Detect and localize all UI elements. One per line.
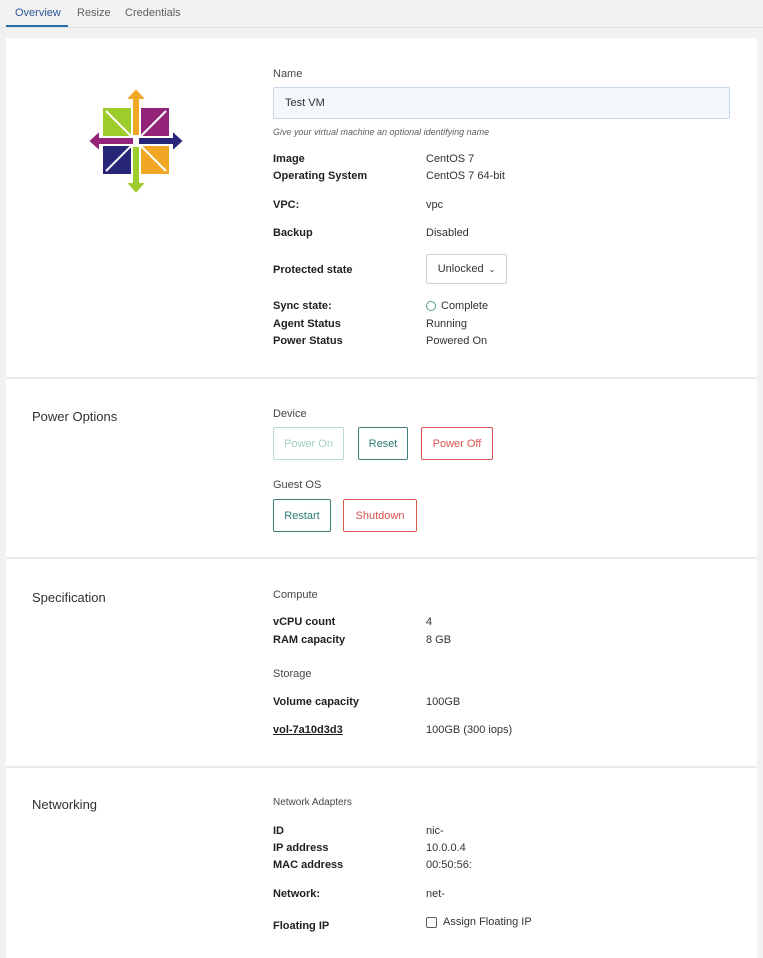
vpc-value: vpc bbox=[426, 199, 444, 211]
mac-address-value: 00:50:56: bbox=[426, 859, 472, 871]
nic-id-value: nic- bbox=[426, 825, 444, 837]
network-value: net- bbox=[426, 888, 445, 900]
name-label: Name bbox=[273, 68, 303, 80]
ip-address-label: IP address bbox=[273, 842, 329, 854]
divider bbox=[6, 377, 757, 379]
network-label: Network: bbox=[273, 888, 321, 900]
checkbox-icon[interactable] bbox=[426, 916, 437, 928]
name-hint: Give your virtual machine an optional id… bbox=[273, 127, 490, 137]
nic-id-label: ID bbox=[273, 825, 284, 837]
guest-os-label: Guest OS bbox=[273, 479, 322, 491]
assign-floating-ip-label: Assign Floating IP bbox=[443, 916, 532, 928]
power-off-button[interactable]: Power Off bbox=[421, 427, 493, 460]
networking-title: Networking bbox=[32, 797, 98, 812]
sync-state-value: Complete bbox=[441, 300, 489, 312]
backup-value: Disabled bbox=[426, 227, 469, 239]
image-value: CentOS 7 bbox=[426, 153, 475, 165]
tab-resize[interactable]: Resize bbox=[77, 7, 111, 19]
ram-value: 8 GB bbox=[426, 634, 452, 646]
volume-value: 100GB (300 iops) bbox=[426, 724, 513, 736]
shutdown-button[interactable]: Shutdown bbox=[343, 499, 417, 532]
agent-status-label: Agent Status bbox=[273, 318, 341, 330]
network-adapters-label: Network Adapters bbox=[273, 797, 352, 808]
ip-address-value: 10.0.0.4 bbox=[426, 842, 466, 854]
specification-title: Specification bbox=[32, 590, 106, 605]
chevron-down-icon: ⌄ bbox=[488, 264, 496, 274]
vcpu-value: 4 bbox=[426, 616, 433, 628]
tab-overview[interactable]: Overview bbox=[15, 7, 61, 19]
storage-label: Storage bbox=[273, 668, 312, 680]
active-tab-indicator bbox=[6, 25, 68, 27]
agent-status-value: Running bbox=[426, 318, 467, 330]
power-status-value: Powered On bbox=[426, 335, 488, 347]
reset-button[interactable]: Reset bbox=[358, 427, 408, 460]
tab-bar: Overview Resize Credentials bbox=[0, 0, 763, 28]
centos-logo bbox=[88, 88, 184, 194]
power-options-title: Power Options bbox=[32, 409, 118, 424]
volume-capacity-label: Volume capacity bbox=[273, 696, 359, 708]
restart-button[interactable]: Restart bbox=[273, 499, 331, 532]
os-label: Operating System bbox=[273, 170, 368, 182]
assign-floating-ip-checkbox[interactable]: Assign Floating IP bbox=[426, 916, 532, 928]
backup-label: Backup bbox=[273, 227, 313, 239]
sync-state: Complete bbox=[426, 300, 488, 312]
protected-state-dropdown[interactable]: Unlocked ⌄ bbox=[426, 254, 507, 284]
overview-card bbox=[6, 38, 757, 958]
vpc-label: VPC: bbox=[273, 199, 300, 211]
power-status-label: Power Status bbox=[273, 335, 343, 347]
vcpu-label: vCPU count bbox=[273, 616, 336, 628]
sync-state-label: Sync state: bbox=[273, 300, 332, 312]
os-value: CentOS 7 64-bit bbox=[426, 170, 505, 182]
protected-state-label: Protected state bbox=[273, 264, 353, 276]
tab-credentials[interactable]: Credentials bbox=[125, 7, 181, 19]
device-label: Device bbox=[273, 408, 307, 420]
volume-link[interactable]: vol-7a10d3d3 bbox=[273, 724, 343, 736]
mac-address-label: MAC address bbox=[273, 859, 344, 871]
power-on-button[interactable]: Power On bbox=[273, 427, 344, 460]
divider bbox=[6, 766, 757, 768]
status-circle-icon bbox=[426, 301, 436, 311]
protected-state-value: Unlocked bbox=[437, 263, 484, 275]
divider bbox=[6, 557, 757, 559]
name-input[interactable]: Test VM bbox=[273, 87, 730, 119]
floating-ip-label: Floating IP bbox=[273, 920, 330, 932]
volume-capacity-value: 100GB bbox=[426, 696, 461, 708]
image-label: Image bbox=[273, 153, 305, 165]
compute-label: Compute bbox=[273, 589, 318, 601]
ram-label: RAM capacity bbox=[273, 634, 346, 646]
